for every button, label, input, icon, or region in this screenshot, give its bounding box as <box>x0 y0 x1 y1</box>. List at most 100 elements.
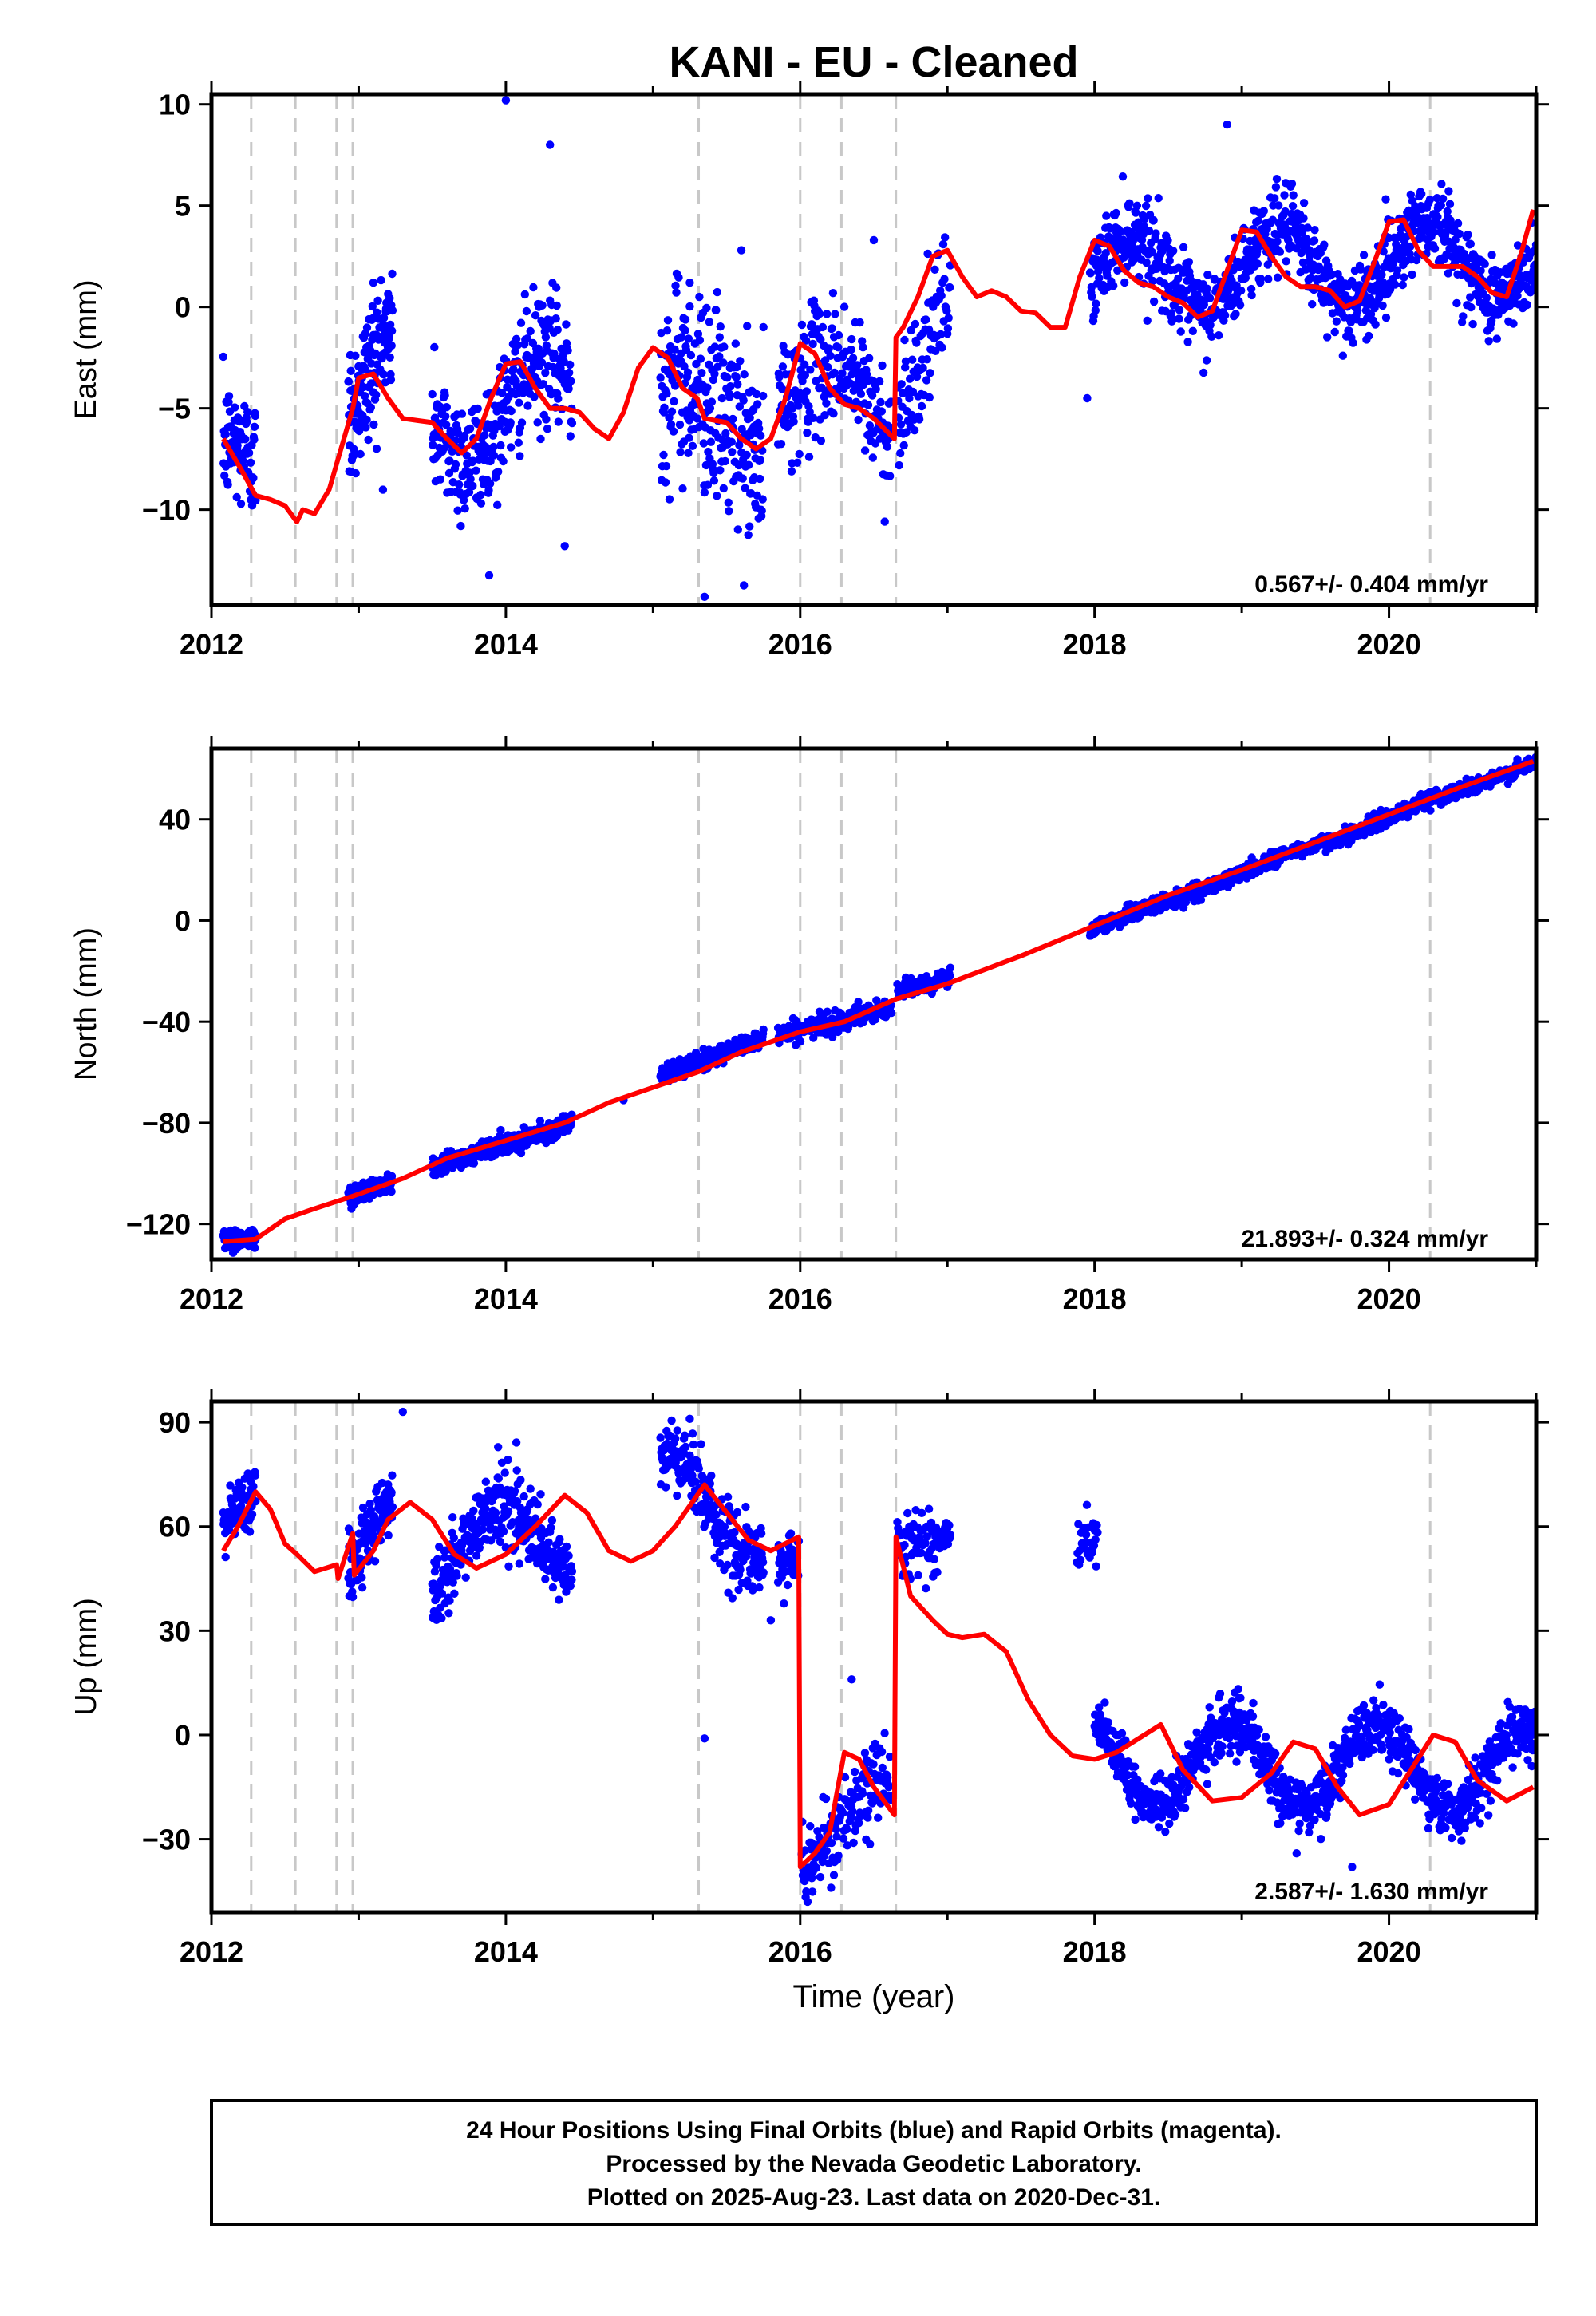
y-tick-label: −10 <box>142 494 191 527</box>
data-point-697 <box>713 492 721 500</box>
data-point-749 <box>733 380 742 389</box>
data-point-1325 <box>1175 306 1184 314</box>
data-point-2104 <box>1523 300 1532 310</box>
data-point-314 <box>465 424 475 433</box>
data-point-2025 <box>1487 251 1496 259</box>
y-tick-label: 40 <box>159 804 191 836</box>
data-point-426 <box>513 341 522 350</box>
data-point-1925 <box>1443 207 1452 216</box>
data-point-473 <box>533 418 542 427</box>
data-point-760 <box>737 425 746 433</box>
data-point-312 <box>469 1506 478 1516</box>
data-point-69 <box>245 1528 255 1536</box>
data-point-875 <box>823 1007 832 1016</box>
data-point-989 <box>863 401 873 409</box>
data-point-570 <box>662 461 671 471</box>
data-point-572 <box>662 326 672 335</box>
data-point-666 <box>700 488 709 497</box>
data-point-1013 <box>876 397 885 407</box>
data-point-1500 <box>1253 259 1262 268</box>
data-point-395 <box>504 1562 513 1571</box>
data-point-371 <box>494 1474 503 1483</box>
data-point-780 <box>745 413 754 422</box>
data-point-409 <box>510 1487 519 1496</box>
x-tick-label: 2012 <box>180 1282 243 1315</box>
data-point-1072 <box>915 415 924 424</box>
data-point-1267 <box>1149 215 1158 225</box>
data-point-312 <box>464 488 474 496</box>
data-point-898 <box>816 437 826 445</box>
data-point-516 <box>551 314 560 323</box>
y-tick-label: 0 <box>175 291 191 324</box>
data-point-2128 <box>737 246 746 255</box>
data-point-1031 <box>886 472 895 480</box>
data-point-527 <box>556 364 565 373</box>
data-point-735 <box>728 448 737 456</box>
data-point-386 <box>500 1468 509 1477</box>
data-point-447 <box>522 306 531 316</box>
data-point-627 <box>685 433 693 442</box>
data-point-1064 <box>910 426 919 435</box>
data-point-197 <box>379 314 389 322</box>
data-point-272 <box>448 447 456 456</box>
y-tick-label: 5 <box>175 190 191 223</box>
data-point-616 <box>685 1451 694 1460</box>
data-point-551 <box>567 377 575 385</box>
data-point-750 <box>733 525 742 534</box>
data-point-747 <box>733 362 741 372</box>
data-point-1109 <box>937 291 946 300</box>
data-point-1550 <box>1275 247 1285 256</box>
data-point-1580 <box>1289 191 1298 200</box>
data-point-361 <box>485 479 495 488</box>
data-point-1129 <box>1088 292 1096 301</box>
data-point-956 <box>847 345 855 354</box>
data-point-746 <box>732 373 741 381</box>
rate-label: 21.893+/- 0.324 mm/yr <box>1242 1226 1489 1252</box>
data-point-523 <box>559 1562 567 1571</box>
data-point-1544 <box>1273 237 1282 246</box>
data-point-1547 <box>1274 201 1283 210</box>
data-point-443 <box>520 290 529 299</box>
data-point-1612 <box>1303 223 1312 232</box>
data-point-2130 <box>700 592 709 601</box>
x-tick-label: 2012 <box>180 628 243 661</box>
data-point-1880 <box>1423 214 1432 223</box>
figure-title: KANI - EU - Cleaned <box>669 38 1078 86</box>
data-point-264 <box>448 1578 457 1587</box>
data-point-673 <box>703 383 712 392</box>
data-point-80 <box>250 435 259 444</box>
data-point-1387 <box>1203 284 1211 293</box>
data-point-1705 <box>1345 326 1353 335</box>
data-point-883 <box>809 413 818 422</box>
data-point-779 <box>759 1025 768 1034</box>
data-point-608 <box>677 333 686 342</box>
data-point-563 <box>659 450 668 460</box>
data-point-1098 <box>930 265 939 274</box>
data-point-710 <box>717 393 726 403</box>
data-point-916 <box>826 351 835 360</box>
data-point-626 <box>684 334 693 343</box>
data-point-913 <box>824 344 833 353</box>
data-point-1112 <box>938 239 948 249</box>
data-point-1344 <box>1183 338 1192 346</box>
data-point-970 <box>854 415 863 425</box>
data-point-1825 <box>1398 280 1407 290</box>
data-point-1310 <box>1168 314 1177 323</box>
data-point-1808 <box>1391 280 1400 289</box>
data-point-841 <box>787 467 796 476</box>
data-point-1011 <box>875 377 884 386</box>
data-point-319 <box>472 1551 481 1560</box>
data-point-1946 <box>1452 298 1461 308</box>
model-line <box>223 758 1535 1244</box>
data-point-1253 <box>1143 316 1152 325</box>
data-point-1787 <box>1381 195 1390 204</box>
data-point-1021 <box>880 517 889 526</box>
data-point-2018 <box>1484 337 1493 346</box>
data-point-777 <box>745 460 753 469</box>
data-point-1230 <box>1132 201 1142 210</box>
data-point-1038 <box>895 460 903 470</box>
data-point-295 <box>457 409 467 418</box>
data-point-213 <box>388 1471 397 1480</box>
